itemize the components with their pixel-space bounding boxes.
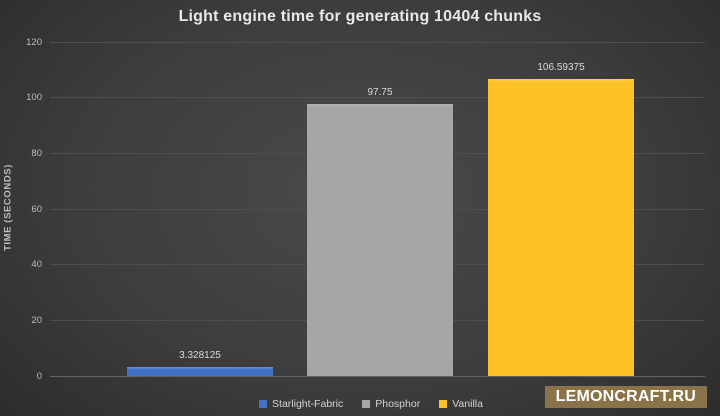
- bar-value-label-starlight-fabric: 3.328125: [179, 349, 221, 361]
- y-tick-label-0: 0: [36, 370, 42, 382]
- y-axis-tick-labels: 0 20 40 60 80 100 120: [0, 37, 45, 382]
- bar-value-label-phosphor: 97.75: [367, 86, 393, 98]
- y-tick-label-20: 20: [31, 314, 42, 326]
- bar-starlight-fabric[interactable]: 3.328125: [127, 350, 273, 376]
- legend-swatch-icon: [439, 400, 448, 408]
- chart-title: Light engine time for generating 10404 c…: [178, 8, 542, 25]
- plot-area: 3.328125 97.75 106.59375: [50, 41, 705, 377]
- gridline-100: [50, 97, 705, 99]
- legend: Starlight-Fabric Phosphor Vanilla: [0, 398, 720, 410]
- legend-item-starlight-fabric[interactable]: Starlight-Fabric: [259, 398, 343, 410]
- bar-phosphor[interactable]: 97.75: [307, 87, 453, 376]
- y-tick-label-80: 80: [31, 147, 42, 159]
- gridline-120: [50, 41, 705, 43]
- bar-vanilla[interactable]: 106.59375: [488, 62, 634, 376]
- y-tick-label-100: 100: [26, 92, 42, 104]
- legend-label: Vanilla: [452, 398, 483, 410]
- watermark-badge: LEMONCRAFT.RU: [544, 386, 707, 408]
- legend-label: Starlight-Fabric: [272, 398, 344, 410]
- y-tick-label-60: 60: [31, 203, 42, 215]
- y-tick-label-120: 120: [26, 36, 42, 48]
- legend-swatch-icon: [362, 400, 371, 408]
- y-tick-label-40: 40: [31, 259, 42, 271]
- legend-label: Phosphor: [375, 398, 421, 410]
- legend-item-vanilla[interactable]: Vanilla: [439, 398, 483, 410]
- legend-swatch-icon: [259, 400, 268, 408]
- legend-item-phosphor[interactable]: Phosphor: [362, 398, 420, 410]
- bar-value-label-vanilla: 106.59375: [537, 62, 585, 74]
